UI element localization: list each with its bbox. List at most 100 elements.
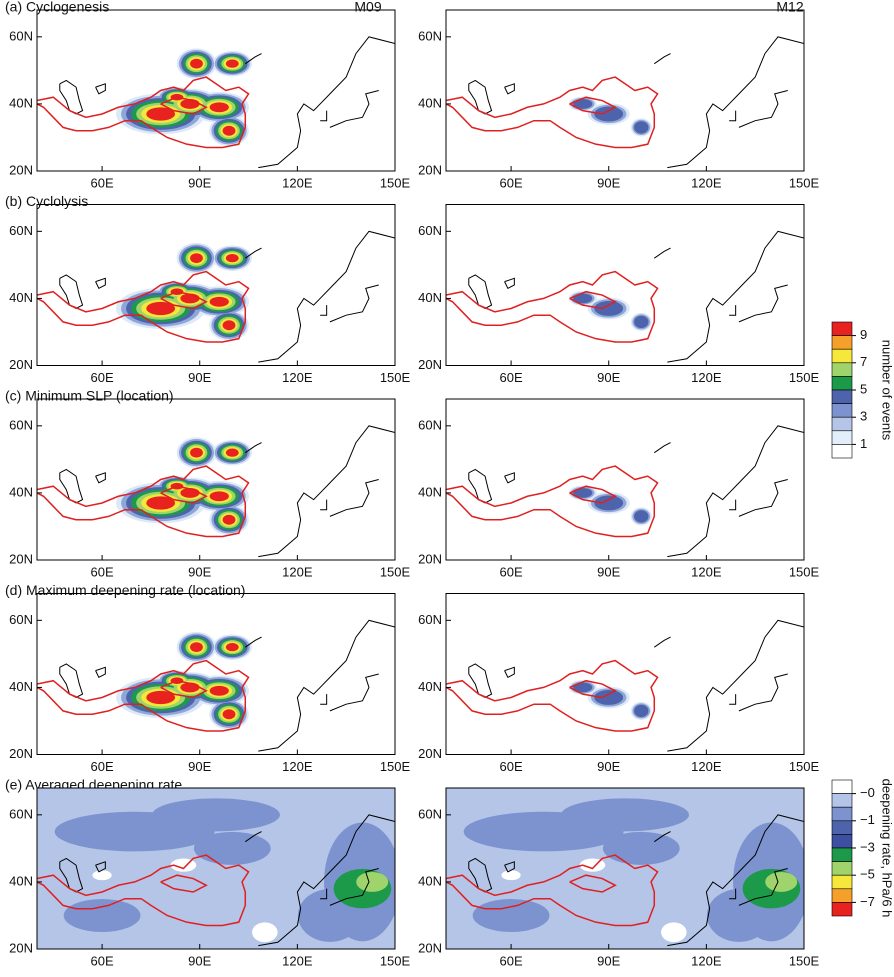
map-frame [36,787,396,950]
map-content [446,425,804,558]
coastline [468,274,493,310]
shading [634,704,649,718]
colorbar-box [831,389,853,404]
map-content [446,619,804,752]
coastline [667,619,804,752]
panel-title: (d) Maximum deepening rate (location) [5,582,245,598]
y-tick-label: 60N [418,28,442,43]
coastline [468,468,493,504]
y-tick-label: 20N [418,551,442,566]
x-tick-label: 90E [188,370,211,385]
coastline [320,888,328,900]
coastline [729,499,737,511]
coastline [729,694,737,705]
map-content [37,230,395,363]
coastline [245,636,262,648]
colorbar-box [831,847,853,862]
map-panel: 60E 90E 120E 150E 20N 40N 60N [418,398,820,579]
terrain-contour [160,679,208,699]
coastline [729,110,737,122]
shading [225,59,239,68]
shading [573,98,593,109]
shading [634,121,649,134]
shading [190,642,203,653]
y-tick-label: 40N [9,290,33,305]
map-panel: 60E 90E 120E 150E 20N 40N 60N [9,398,411,579]
coastline [245,442,262,454]
map-content [446,788,804,949]
map-content [37,619,395,752]
y-tick-label: 60N [418,612,442,627]
y-tick-label: 40N [418,95,442,110]
shading [190,253,203,264]
map-frame [445,787,805,950]
shading [222,125,236,136]
x-tick-label: 120E [691,175,722,190]
x-tick-label: 120E [691,953,722,968]
map-frame [445,204,805,366]
y-tick-label: 20N [418,357,442,372]
colorbar-box [831,403,853,418]
x-tick-label: 60E [91,370,114,385]
map-panel: 60E 90E 120E 150E 20N 40N 60N [418,593,820,774]
coastline [59,468,84,504]
shading [594,495,624,511]
x-tick-label: 150E [380,175,411,190]
map-panel: 60E 90E 120E 150E 20N 40N 60N [9,593,411,774]
x-tick-label: 120E [282,759,313,774]
x-tick-label: 120E [282,175,313,190]
coastline [95,83,106,95]
x-tick-label: 60E [500,175,523,190]
terrain-contour [37,270,250,343]
coastline [504,277,515,290]
shading [146,301,176,316]
map-content [37,425,395,558]
coastline [95,472,106,484]
y-tick-label: 20N [418,162,442,177]
y-tick-label: 20N [9,357,33,372]
shading [222,514,236,525]
colorbar-tick-label: −0 [860,785,875,800]
x-tick-label: 60E [500,564,523,579]
y-tick-label: 20N [9,162,33,177]
x-tick-label: 90E [188,759,211,774]
shading [634,510,649,523]
coastline [738,90,788,128]
terrain-contour [446,854,659,927]
coastline [245,831,262,843]
colorbar-box [831,902,853,917]
x-tick-label: 150E [380,759,411,774]
map-frame [36,9,396,172]
panel-title: (a) Cyclogenesis [5,0,109,15]
shading [209,296,229,307]
colorbar-tick-label: −5 [860,867,875,882]
x-tick-label: 90E [188,175,211,190]
coastline [654,636,671,648]
y-tick-label: 20N [418,746,442,761]
x-tick-label: 150E [789,759,820,774]
map-frame [36,593,396,755]
shading [765,872,798,892]
coastline [59,79,84,115]
y-tick-label: 40N [9,679,33,694]
shading [602,831,680,865]
x-tick-label: 90E [597,175,620,190]
y-tick-label: 20N [9,940,33,955]
coastline [95,277,106,290]
terrain-contour [446,76,659,149]
x-tick-label: 60E [500,953,523,968]
y-tick-label: 40N [9,873,33,888]
x-tick-label: 120E [691,370,722,385]
coastline [329,90,379,128]
column-title: M12 [776,0,803,15]
terrain-contour [446,270,659,343]
coastline [738,479,788,517]
colorbar-tick-label: 1 [860,436,867,451]
colorbar-tick-label: 9 [860,327,867,342]
coastline [667,230,804,363]
shading [92,870,112,881]
shading [222,709,236,720]
x-tick-label: 90E [597,759,620,774]
colorbar-box [831,793,853,808]
coastline [504,472,515,484]
